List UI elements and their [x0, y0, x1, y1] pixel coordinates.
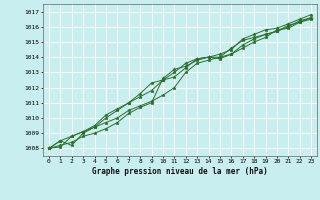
X-axis label: Graphe pression niveau de la mer (hPa): Graphe pression niveau de la mer (hPa)	[92, 167, 268, 176]
